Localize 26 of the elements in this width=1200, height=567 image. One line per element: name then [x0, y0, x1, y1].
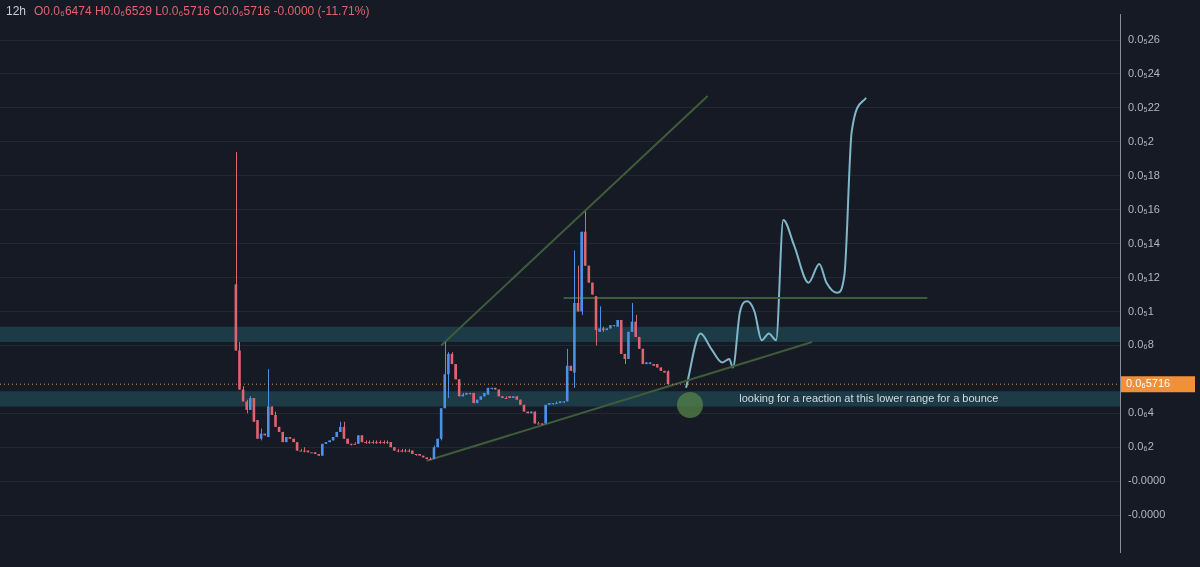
candlestick [382, 439, 385, 445]
candlestick [634, 314, 637, 338]
y-tick-label: 0.0₅2 [1128, 134, 1154, 147]
y-tick-label: 0.0₅12 [1128, 270, 1160, 283]
y-tick-label: 0.0₅26 [1128, 33, 1160, 46]
y-tick-label: 0.0₆4 [1128, 406, 1154, 419]
chart-subtitle: O0.0₆6474 H0.0₆6529 L0.0₆5716 C0.0₆5716 -0.0000 (-11.71%) [34, 4, 370, 18]
line-series [685, 96, 868, 389]
y-tick-label: -0.0000 [1128, 474, 1166, 487]
y-tick-label: 0.0₅18 [1128, 168, 1160, 181]
y-tick-label: 0.0₅24 [1128, 67, 1160, 80]
y-tick-label: -0.0000 [1128, 508, 1166, 521]
candlestick [371, 439, 375, 445]
y-tick-label: 0.0₅1 [1128, 304, 1154, 317]
band-label: looking for a reaction at this lower range for a bounce [739, 391, 999, 404]
candlestick [364, 439, 367, 445]
y-tick-label: 0.0₆2 [1128, 440, 1154, 453]
y-tick-label: 0.0₆8 [1128, 338, 1154, 351]
candlestick [598, 305, 601, 333]
ref-line-label: 0.0₆5716 [1126, 377, 1171, 390]
candlestick [299, 448, 302, 452]
chart-title: 12h [6, 4, 27, 18]
candlestick [375, 439, 378, 445]
y-tick-label: 0.0₅16 [1128, 202, 1160, 215]
y-tick-label: 0.0₅22 [1128, 100, 1160, 113]
y-tick-label: 0.0₅14 [1128, 236, 1160, 249]
